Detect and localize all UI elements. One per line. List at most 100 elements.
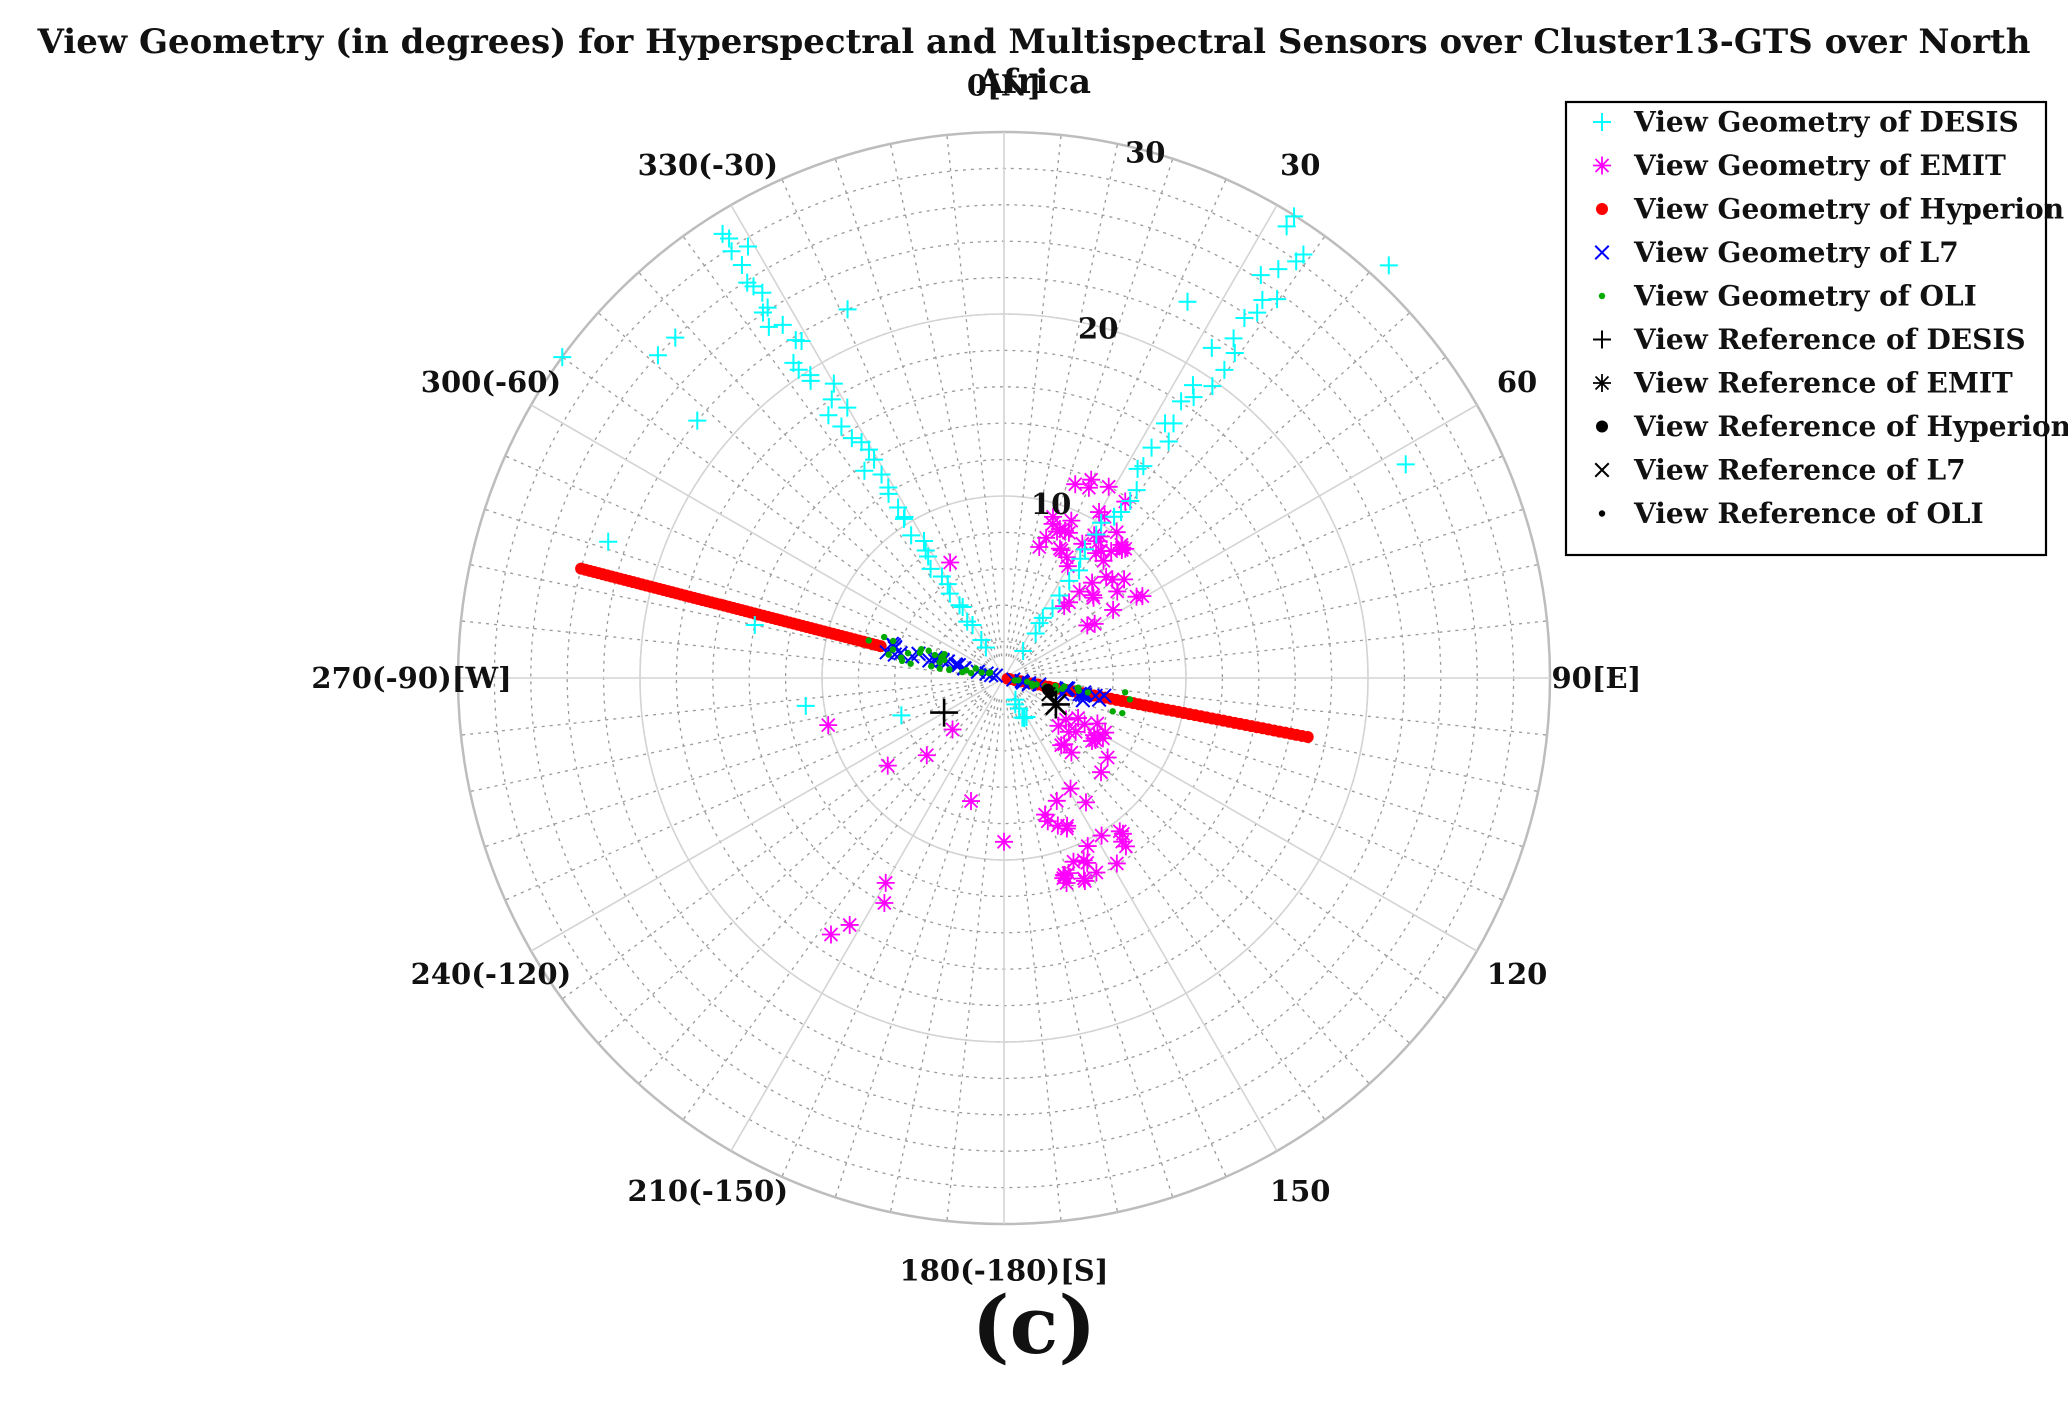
grid-spoke (1021, 356, 1447, 666)
data-point (824, 374, 843, 393)
data-point (1060, 571, 1079, 590)
theta-tick-label: 300(-60) (421, 365, 561, 399)
series-view-geometry-of-desis (553, 207, 1415, 728)
theta-tick-label: 0[N] (967, 69, 1041, 103)
data-point (1055, 521, 1074, 540)
grid-spoke (638, 271, 990, 663)
data-point (1066, 475, 1085, 494)
data-point (1096, 723, 1115, 742)
data-point (1126, 696, 1134, 703)
data-point (972, 665, 979, 672)
data-point (902, 526, 921, 545)
data-point (1014, 642, 1033, 661)
data-point (1075, 715, 1094, 734)
data-point (941, 553, 960, 572)
data-point (1203, 377, 1222, 396)
data-point (1092, 826, 1111, 845)
data-point (1043, 599, 1062, 618)
grid-spoke-major (730, 677, 1005, 1152)
data-point (1235, 308, 1254, 327)
data-point (1058, 557, 1077, 576)
data-point (1089, 532, 1108, 551)
legend-marker (1596, 420, 1608, 433)
data-point (1047, 791, 1066, 810)
data-point (1164, 414, 1183, 433)
data-point (1104, 600, 1123, 619)
series-view-geometry-of-hyperion (575, 562, 1314, 744)
data-point (963, 666, 970, 674)
data-point (688, 411, 707, 430)
data-point (1379, 256, 1398, 275)
grid-spoke (561, 690, 987, 1000)
grid-spoke (781, 178, 996, 659)
data-point (1078, 837, 1097, 856)
data-point (876, 873, 895, 892)
data-point (666, 328, 685, 347)
legend-marker (1593, 374, 1611, 392)
data-point (878, 756, 897, 775)
grid-spoke-major (1003, 677, 1278, 1152)
data-point (1075, 871, 1094, 890)
data-point (801, 366, 820, 385)
data-point (1026, 624, 1045, 643)
data-point (1060, 593, 1079, 612)
grid-spoke (484, 684, 984, 848)
data-point (889, 637, 897, 645)
data-point (1062, 511, 1081, 530)
data-point (885, 651, 892, 658)
data-point (1062, 743, 1081, 762)
reference-point (1041, 686, 1056, 702)
data-point (838, 300, 857, 319)
data-point (758, 298, 777, 317)
data-point (1172, 392, 1191, 411)
data-point (892, 706, 911, 725)
data-point (972, 631, 991, 650)
data-point (907, 660, 914, 667)
legend-marker (1593, 156, 1611, 175)
data-point (872, 465, 891, 484)
grid-spoke (946, 699, 1003, 1222)
reference-point (930, 698, 959, 727)
data-point (1059, 685, 1066, 692)
data-point (931, 651, 939, 659)
legend: View Geometry of DESIS View Geometry of E… (1564, 100, 2068, 557)
data-point (575, 562, 588, 575)
data-point (1088, 714, 1107, 733)
data-point (722, 242, 741, 261)
data-point (713, 224, 732, 243)
data-point (1183, 376, 1202, 395)
data-point (1061, 779, 1080, 798)
data-point (1121, 689, 1129, 696)
data-point (1277, 217, 1296, 236)
data-point (1010, 699, 1029, 718)
legend-entry: View Reference of EMIT (1633, 367, 2013, 400)
legend-marker (1594, 245, 1610, 260)
data-point (1033, 608, 1052, 627)
data-point (895, 508, 914, 527)
data-point (1029, 682, 1036, 690)
axis-labels: 0[N] 30 60 90[E] 120 150 180(-180)[S] 210(-150)… (311, 69, 1641, 1288)
data-point (1202, 338, 1221, 357)
data-point (1251, 266, 1270, 285)
grid-spoke-major (530, 677, 1005, 952)
data-point (773, 315, 792, 334)
data-point (1074, 851, 1093, 870)
data-point (1058, 816, 1077, 835)
data-point (832, 417, 851, 436)
data-point (1064, 852, 1083, 871)
data-point (1112, 535, 1131, 554)
theta-tick-label: 30 (1280, 148, 1320, 182)
data-point (822, 390, 841, 409)
data-point (1269, 260, 1288, 279)
data-point (1099, 477, 1118, 496)
data-point (1085, 614, 1104, 633)
data-point (821, 925, 840, 944)
data-point (1077, 793, 1095, 812)
data-point (889, 646, 897, 653)
data-point (1097, 567, 1116, 586)
legend-box (1564, 100, 2048, 557)
data-point (784, 353, 803, 372)
theta-tick-label: 120 (1487, 957, 1548, 991)
data-point (1107, 523, 1126, 542)
grid-spoke-major (530, 404, 1005, 679)
